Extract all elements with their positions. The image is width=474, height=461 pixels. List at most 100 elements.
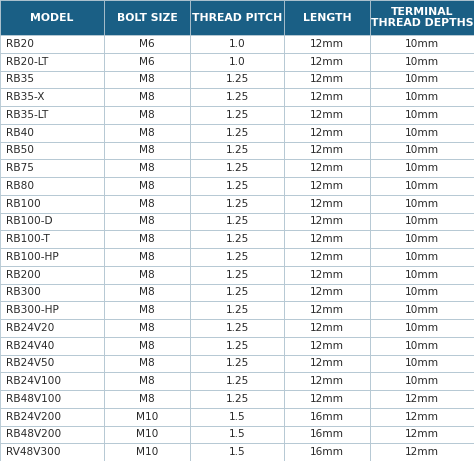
Bar [284,89,370,106]
Text: 1.5: 1.5 [228,429,246,439]
Text: 1.5: 1.5 [228,412,246,422]
Text: 12mm: 12mm [310,358,344,368]
Bar [0,177,104,195]
Bar [284,390,370,408]
Bar [190,71,284,89]
Text: THREAD PITCH: THREAD PITCH [192,12,282,23]
Text: 12mm: 12mm [310,145,344,155]
Text: 10mm: 10mm [405,199,439,209]
Text: 12mm: 12mm [310,270,344,280]
Text: 12mm: 12mm [310,376,344,386]
Text: M8: M8 [139,74,155,84]
Text: 10mm: 10mm [405,252,439,262]
Text: RB75: RB75 [6,163,34,173]
Bar [190,53,284,71]
Text: 1.25: 1.25 [225,270,249,280]
Text: M8: M8 [139,323,155,333]
Text: 12mm: 12mm [310,252,344,262]
Bar [0,390,104,408]
Bar [190,390,284,408]
Text: 12mm: 12mm [310,287,344,297]
Text: M8: M8 [139,358,155,368]
Text: 12mm: 12mm [310,128,344,138]
Text: RB35: RB35 [6,74,34,84]
Bar [104,53,190,71]
Text: 16mm: 16mm [310,429,344,439]
Bar [104,266,190,284]
Text: BOLT SIZE: BOLT SIZE [117,12,177,23]
Bar [104,89,190,106]
Text: M8: M8 [139,305,155,315]
Text: 1.25: 1.25 [225,341,249,351]
Text: RB20: RB20 [6,39,34,49]
Text: RB24V100: RB24V100 [6,376,61,386]
Bar [190,301,284,319]
Bar [284,35,370,53]
Bar [284,337,370,355]
Bar [370,89,474,106]
Text: 12mm: 12mm [405,429,439,439]
Text: 10mm: 10mm [405,216,439,226]
Bar [104,248,190,266]
Bar [190,124,284,142]
Text: RB48V100: RB48V100 [6,394,61,404]
Bar [0,160,104,177]
Bar [190,443,284,461]
Text: 1.25: 1.25 [225,305,249,315]
Bar [190,160,284,177]
Bar [190,106,284,124]
Bar [370,266,474,284]
Bar [284,124,370,142]
Bar [104,301,190,319]
Bar [370,53,474,71]
Text: RB300: RB300 [6,287,41,297]
Text: RB300-HP: RB300-HP [6,305,59,315]
Text: 10mm: 10mm [405,270,439,280]
Bar [104,195,190,213]
Bar [284,0,370,35]
Text: 10mm: 10mm [405,145,439,155]
Bar [284,284,370,301]
Text: 10mm: 10mm [405,163,439,173]
Bar [0,213,104,230]
Bar [370,195,474,213]
Bar [370,71,474,89]
Text: 10mm: 10mm [405,181,439,191]
Bar [0,266,104,284]
Text: 1.25: 1.25 [225,181,249,191]
Bar [284,213,370,230]
Bar [284,177,370,195]
Bar [190,0,284,35]
Bar [104,35,190,53]
Bar [190,248,284,266]
Bar [284,355,370,372]
Text: 12mm: 12mm [310,39,344,49]
Bar [190,284,284,301]
Bar [0,301,104,319]
Bar [284,71,370,89]
Bar [0,124,104,142]
Text: RB20-LT: RB20-LT [6,57,48,67]
Bar [370,337,474,355]
Bar [0,230,104,248]
Text: 12mm: 12mm [310,305,344,315]
Text: 10mm: 10mm [405,39,439,49]
Text: RV48V300: RV48V300 [6,447,60,457]
Text: RB200: RB200 [6,270,40,280]
Text: TERMINAL
THREAD DEPTHS: TERMINAL THREAD DEPTHS [371,7,473,28]
Text: M8: M8 [139,181,155,191]
Bar [370,177,474,195]
Bar [104,372,190,390]
Bar [0,35,104,53]
Text: M8: M8 [139,128,155,138]
Bar [0,372,104,390]
Text: 1.25: 1.25 [225,199,249,209]
Bar [0,337,104,355]
Text: RB40: RB40 [6,128,34,138]
Bar [104,142,190,159]
Text: M8: M8 [139,110,155,120]
Text: RB35-X: RB35-X [6,92,44,102]
Text: M6: M6 [139,57,155,67]
Text: 12mm: 12mm [310,57,344,67]
Text: M8: M8 [139,252,155,262]
